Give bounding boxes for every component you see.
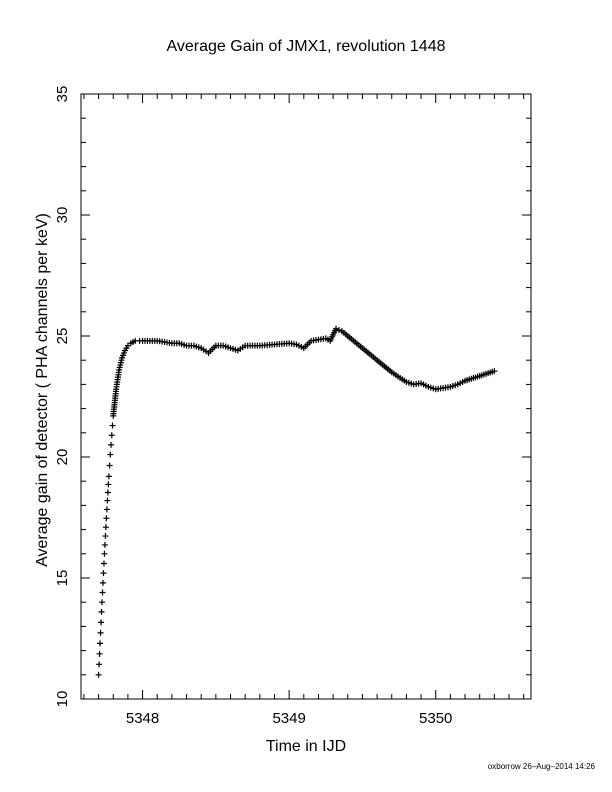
y-tick-label: 15 [54, 570, 71, 587]
credit-line: oxborrow 26–Aug–2014 14:26 [487, 762, 595, 771]
x-tick-label: 5350 [419, 710, 452, 727]
x-tick-label: 5348 [126, 710, 159, 727]
data-point [101, 550, 108, 557]
data-point [105, 473, 112, 480]
data-point [335, 326, 342, 333]
x-tick-label: 5349 [272, 710, 305, 727]
data-point [106, 462, 113, 469]
y-tick-label: 35 [54, 86, 71, 103]
x-axis-label: Time in IJD [265, 738, 347, 755]
data-point [333, 325, 340, 332]
data-point [100, 560, 107, 567]
plot-frame [80, 93, 532, 700]
data-point [99, 599, 106, 606]
data-point [99, 589, 106, 596]
data-point [100, 570, 107, 577]
y-tick-label: 20 [54, 449, 71, 466]
data-point [108, 432, 115, 439]
data-point [108, 441, 115, 448]
data-point [97, 629, 104, 636]
data-point [104, 489, 111, 496]
data-point [103, 506, 110, 513]
data-point [98, 619, 105, 626]
data-point [98, 608, 105, 615]
data-point [95, 671, 102, 678]
data-points [95, 325, 498, 678]
axis-ticks [81, 93, 531, 700]
data-point [105, 481, 112, 488]
data-point [102, 533, 109, 540]
chart-title: Average Gain of JMX1, revolution 1448 [166, 38, 446, 55]
data-point [491, 368, 498, 375]
y-tick-label: 25 [54, 328, 71, 345]
data-point [101, 541, 108, 548]
data-point [99, 579, 106, 586]
axis-tick-labels: 5348 5349 5350 10 15 20 25 30 35 [54, 86, 452, 727]
data-point [104, 497, 111, 504]
data-point [96, 661, 103, 668]
data-point [97, 640, 104, 647]
data-point [103, 515, 110, 522]
data-point [109, 422, 116, 429]
y-tick-label: 30 [54, 207, 71, 224]
data-point [96, 650, 103, 657]
data-point [107, 451, 114, 458]
data-point [102, 524, 109, 531]
y-tick-label: 10 [54, 691, 71, 708]
